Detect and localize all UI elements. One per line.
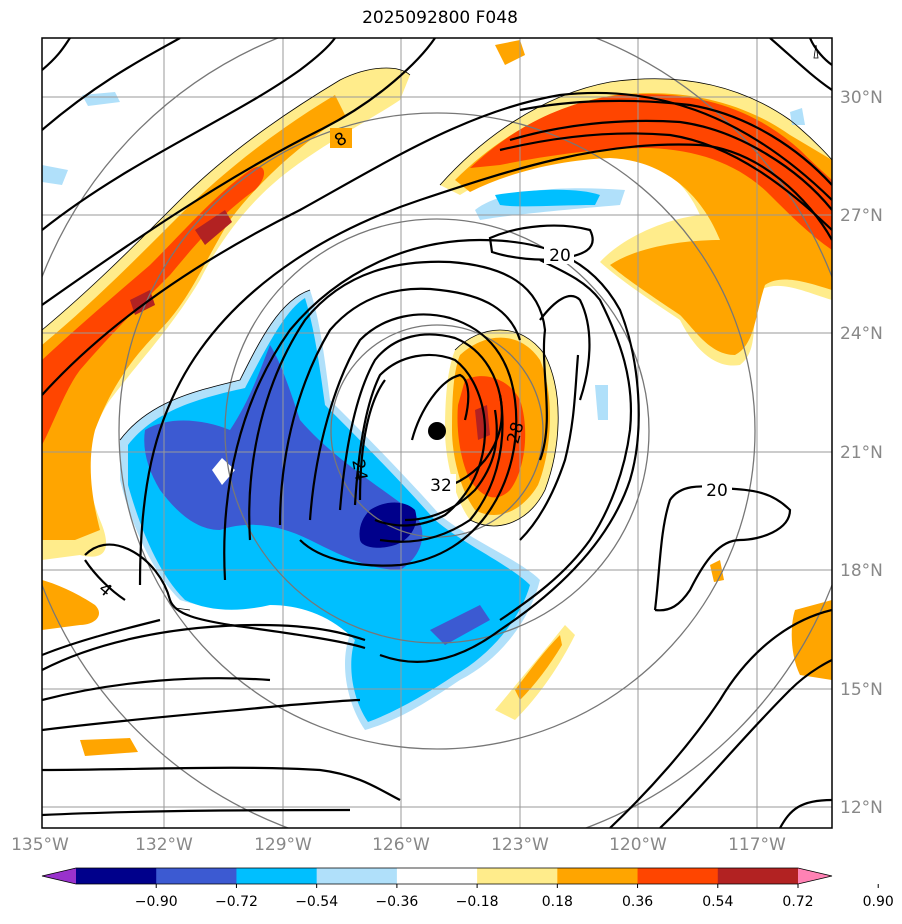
e-small <box>710 560 724 582</box>
lat-tick: 12°N <box>840 798 883 818</box>
colorbar-tick-label: −0.54 <box>295 894 338 910</box>
colorbar-swatch <box>316 868 398 884</box>
colorbar-extend-low <box>42 868 76 884</box>
contour-label-20-east: 20 <box>706 481 728 501</box>
colorbar-extend-high <box>798 868 832 884</box>
colorbar-outline <box>41 867 833 885</box>
colorbar-swatch <box>477 868 558 884</box>
lat-tick: 15°N <box>840 680 883 700</box>
nw-band-red <box>42 166 265 446</box>
colorbar-tick-label: −0.72 <box>215 894 258 910</box>
colorbar-swatch <box>76 868 157 884</box>
core-red <box>457 376 526 498</box>
colorbar: −0.90 −0.72 −0.54 −0.36 −0.18 0.18 0.36 0.54 0.7… <box>41 867 894 910</box>
neg-e-small <box>595 385 608 420</box>
lat-tick: 21°N <box>840 443 883 463</box>
colorbar-swatch <box>236 868 318 884</box>
colorbar-swatch <box>156 868 237 884</box>
colorbar-swatch <box>557 868 639 884</box>
contour-label-20-north: 20 <box>549 246 571 266</box>
colorbar-tick-label: 0.36 <box>622 894 653 910</box>
neg-nw-small <box>82 92 120 106</box>
southwest-small <box>80 738 138 756</box>
map-frame <box>41 37 833 829</box>
lon-tick: 117°W <box>728 835 786 855</box>
height-contours <box>42 38 832 828</box>
contour-label-24: 24 <box>347 458 370 483</box>
neg-white-hole <box>212 458 235 485</box>
lon-tick-labels: 135°W 132°W 129°W 126°W 123°W 120°W 117°… <box>11 835 786 855</box>
shading-outlines <box>42 44 832 611</box>
colorbar-tick-label: −0.36 <box>375 894 418 910</box>
lat-tick: 24°N <box>840 324 883 344</box>
lat-tick: 27°N <box>840 206 883 226</box>
colorbar-tick-label: 0.90 <box>863 894 894 910</box>
positive-anomaly-shading <box>42 40 832 756</box>
colorbar-tick-label: 0.54 <box>702 894 733 910</box>
ne-band-red <box>470 94 832 250</box>
neg-w-edge <box>42 165 68 185</box>
core-max <box>475 405 490 440</box>
colorbar-tick-label: −0.18 <box>456 894 499 910</box>
lon-tick: 123°W <box>491 835 549 855</box>
map-area: 8 20 28 24 32 20 4 <box>42 38 832 828</box>
colorbar-swatch <box>637 868 719 884</box>
lat-tick: 30°N <box>840 88 883 108</box>
lon-tick: 132°W <box>135 835 193 855</box>
lon-tick: 126°W <box>372 835 430 855</box>
north-patch-orange <box>495 40 525 65</box>
lat-lon-grid <box>42 38 832 828</box>
lon-tick: 129°W <box>254 835 312 855</box>
contour-label-32: 32 <box>430 476 452 496</box>
colorbar-swatch <box>717 868 799 884</box>
neg-strong-se <box>430 605 490 645</box>
nw-band-max-2 <box>195 210 232 245</box>
range-rings <box>42 38 832 828</box>
storm-center-marker <box>428 422 446 440</box>
lat-tick: 18°N <box>840 561 883 581</box>
map-title: 2025092800 F048 <box>362 8 518 28</box>
se-patch-orange <box>515 635 562 700</box>
colorbar-tick-label: 0.72 <box>782 894 813 910</box>
lon-tick: 120°W <box>609 835 667 855</box>
lat-tick-labels: 30°N 27°N 24°N 21°N 18°N 15°N 12°N <box>840 88 883 818</box>
neg-ne-small <box>790 108 805 125</box>
colorbar-tick-label: −0.90 <box>135 894 178 910</box>
lon-tick: 135°W <box>11 835 69 855</box>
colorbar-swatch <box>396 868 478 884</box>
colorbar-tick-label: 0.18 <box>542 894 573 910</box>
neg-north-mid <box>495 189 600 207</box>
